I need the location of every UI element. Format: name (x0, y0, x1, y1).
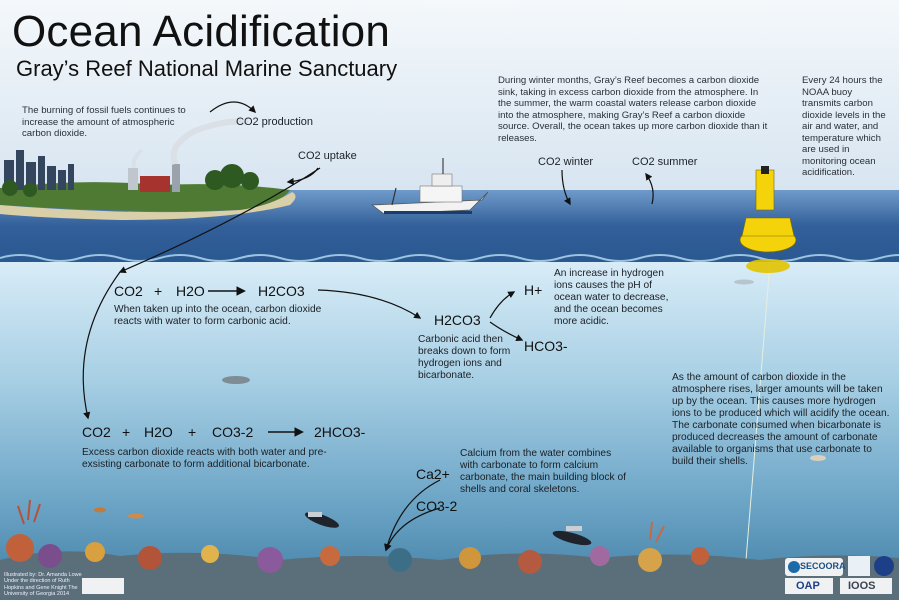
eq2-co2: CO2 (82, 424, 111, 440)
carbonic-acid-form-note: When taken up into the ocean, carbon dio… (114, 304, 322, 327)
carbonate-arrow (384, 507, 441, 552)
fish (128, 513, 144, 519)
excess-co2-note: Excess carbon dioxide reacts with both w… (82, 447, 327, 470)
hydrogen-ph-note: An increase in hydrogen ions causes the … (554, 268, 669, 327)
coral-reef (6, 499, 709, 574)
fossil-fuels-note: The burning of fossil fuels continues to… (22, 105, 186, 139)
noaa-buoy (739, 166, 797, 561)
h-plus-ion: H+ (524, 282, 543, 298)
surface-waves (0, 254, 899, 262)
page-title: Ocean Acidification (12, 7, 391, 56)
uptake-arrow-ocean (118, 167, 321, 274)
city-skyline (4, 150, 74, 190)
stingray (222, 376, 250, 384)
oap-logo: OAP (796, 580, 820, 592)
co2-production-label: CO2 production (236, 116, 314, 128)
eq2-h2o: H2O (144, 424, 173, 440)
rising-co2-note: As the amount of carbon dioxide in the a… (672, 372, 890, 467)
secoora-logo: SECOORA (800, 561, 846, 571)
fish (94, 507, 106, 513)
page-subtitle: Gray’s Reef National Marine Sanctuary (16, 56, 398, 81)
calcium-ion: Ca2+ (416, 466, 450, 482)
eq1-h2co3: H2CO3 (258, 283, 305, 299)
co2-summer-label: CO2 summer (632, 156, 698, 168)
co2-winter-label: CO2 winter (538, 156, 594, 168)
diver-right (552, 526, 592, 546)
winter-sink-note: During winter months, Gray’s Reef become… (498, 75, 768, 144)
diver-left (304, 512, 340, 528)
underwater (0, 262, 899, 600)
carbonate-ion: CO3-2 (416, 498, 458, 514)
beach (0, 192, 296, 220)
eq1-h2o: H2O (176, 283, 205, 299)
production-arrow (209, 101, 257, 114)
sun-glow (310, 0, 630, 60)
eq2-plus-1: + (122, 424, 131, 440)
eq2-plus-2: + (188, 424, 197, 440)
illustration-credit: Illustrated by: Dr. Amanda Lowe Under th… (4, 572, 82, 598)
excess-arrow (82, 271, 121, 420)
co2-uptake-label: CO2 uptake (298, 150, 357, 162)
ioos-logo: IOOS (848, 580, 876, 592)
bicarbonate-ion: HCO3- (524, 338, 568, 354)
eq2-co3: CO3-2 (212, 424, 254, 440)
research-vessel (370, 158, 489, 215)
to-hco3-arrow (489, 321, 524, 341)
eq1-plus: + (154, 283, 163, 299)
factory (128, 118, 249, 192)
h2co3-arrow (317, 289, 422, 319)
h2co3-center: H2CO3 (434, 312, 481, 328)
calcium-note: Calcium from the water combines with car… (460, 448, 626, 495)
buoy-note: Every 24 hours the NOAA buoy transmits c… (802, 75, 886, 178)
fish (734, 279, 754, 285)
eq2-2hco3: 2HCO3- (314, 424, 366, 440)
trees (2, 164, 259, 197)
logo-strip (82, 556, 894, 594)
carbonic-acid-break-note: Carbonic acid then breaks down to form h… (418, 334, 511, 381)
seafloor (0, 551, 899, 600)
summer-arrow (645, 172, 654, 205)
fish (810, 455, 826, 461)
winter-arrow (561, 169, 571, 206)
to-h-arrow (489, 291, 516, 319)
calcium-arrow (384, 479, 441, 552)
eq1-co2: CO2 (114, 283, 143, 299)
